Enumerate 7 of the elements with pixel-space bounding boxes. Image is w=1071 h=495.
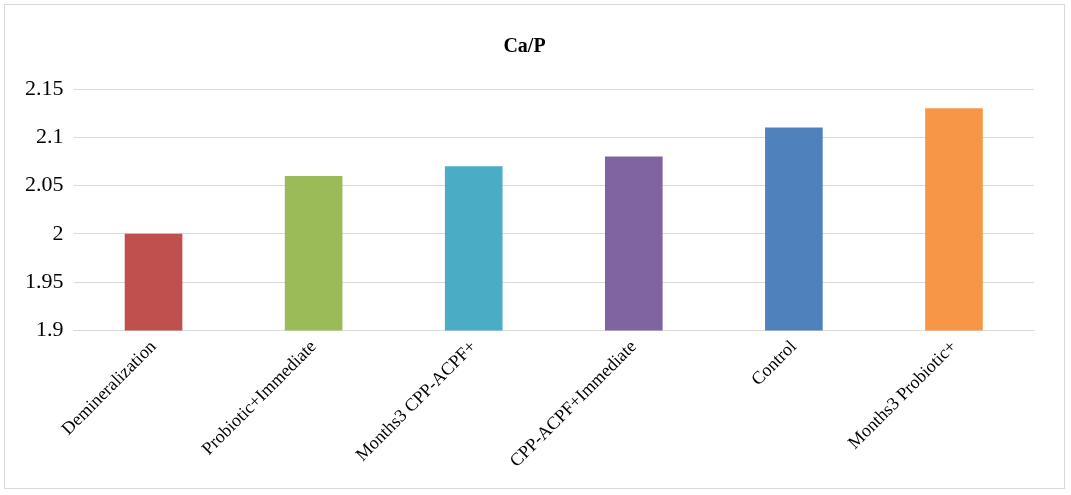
- chart-title: Ca/P: [503, 34, 546, 57]
- y-tick-label: 2: [52, 219, 64, 245]
- y-tick-label: 2.15: [25, 74, 64, 100]
- y-tick-label: 1.9: [36, 316, 64, 342]
- y-tick-label: 1.95: [25, 267, 64, 293]
- y-tick-label: 2.05: [25, 171, 64, 197]
- y-tick-label: 2.1: [36, 123, 64, 149]
